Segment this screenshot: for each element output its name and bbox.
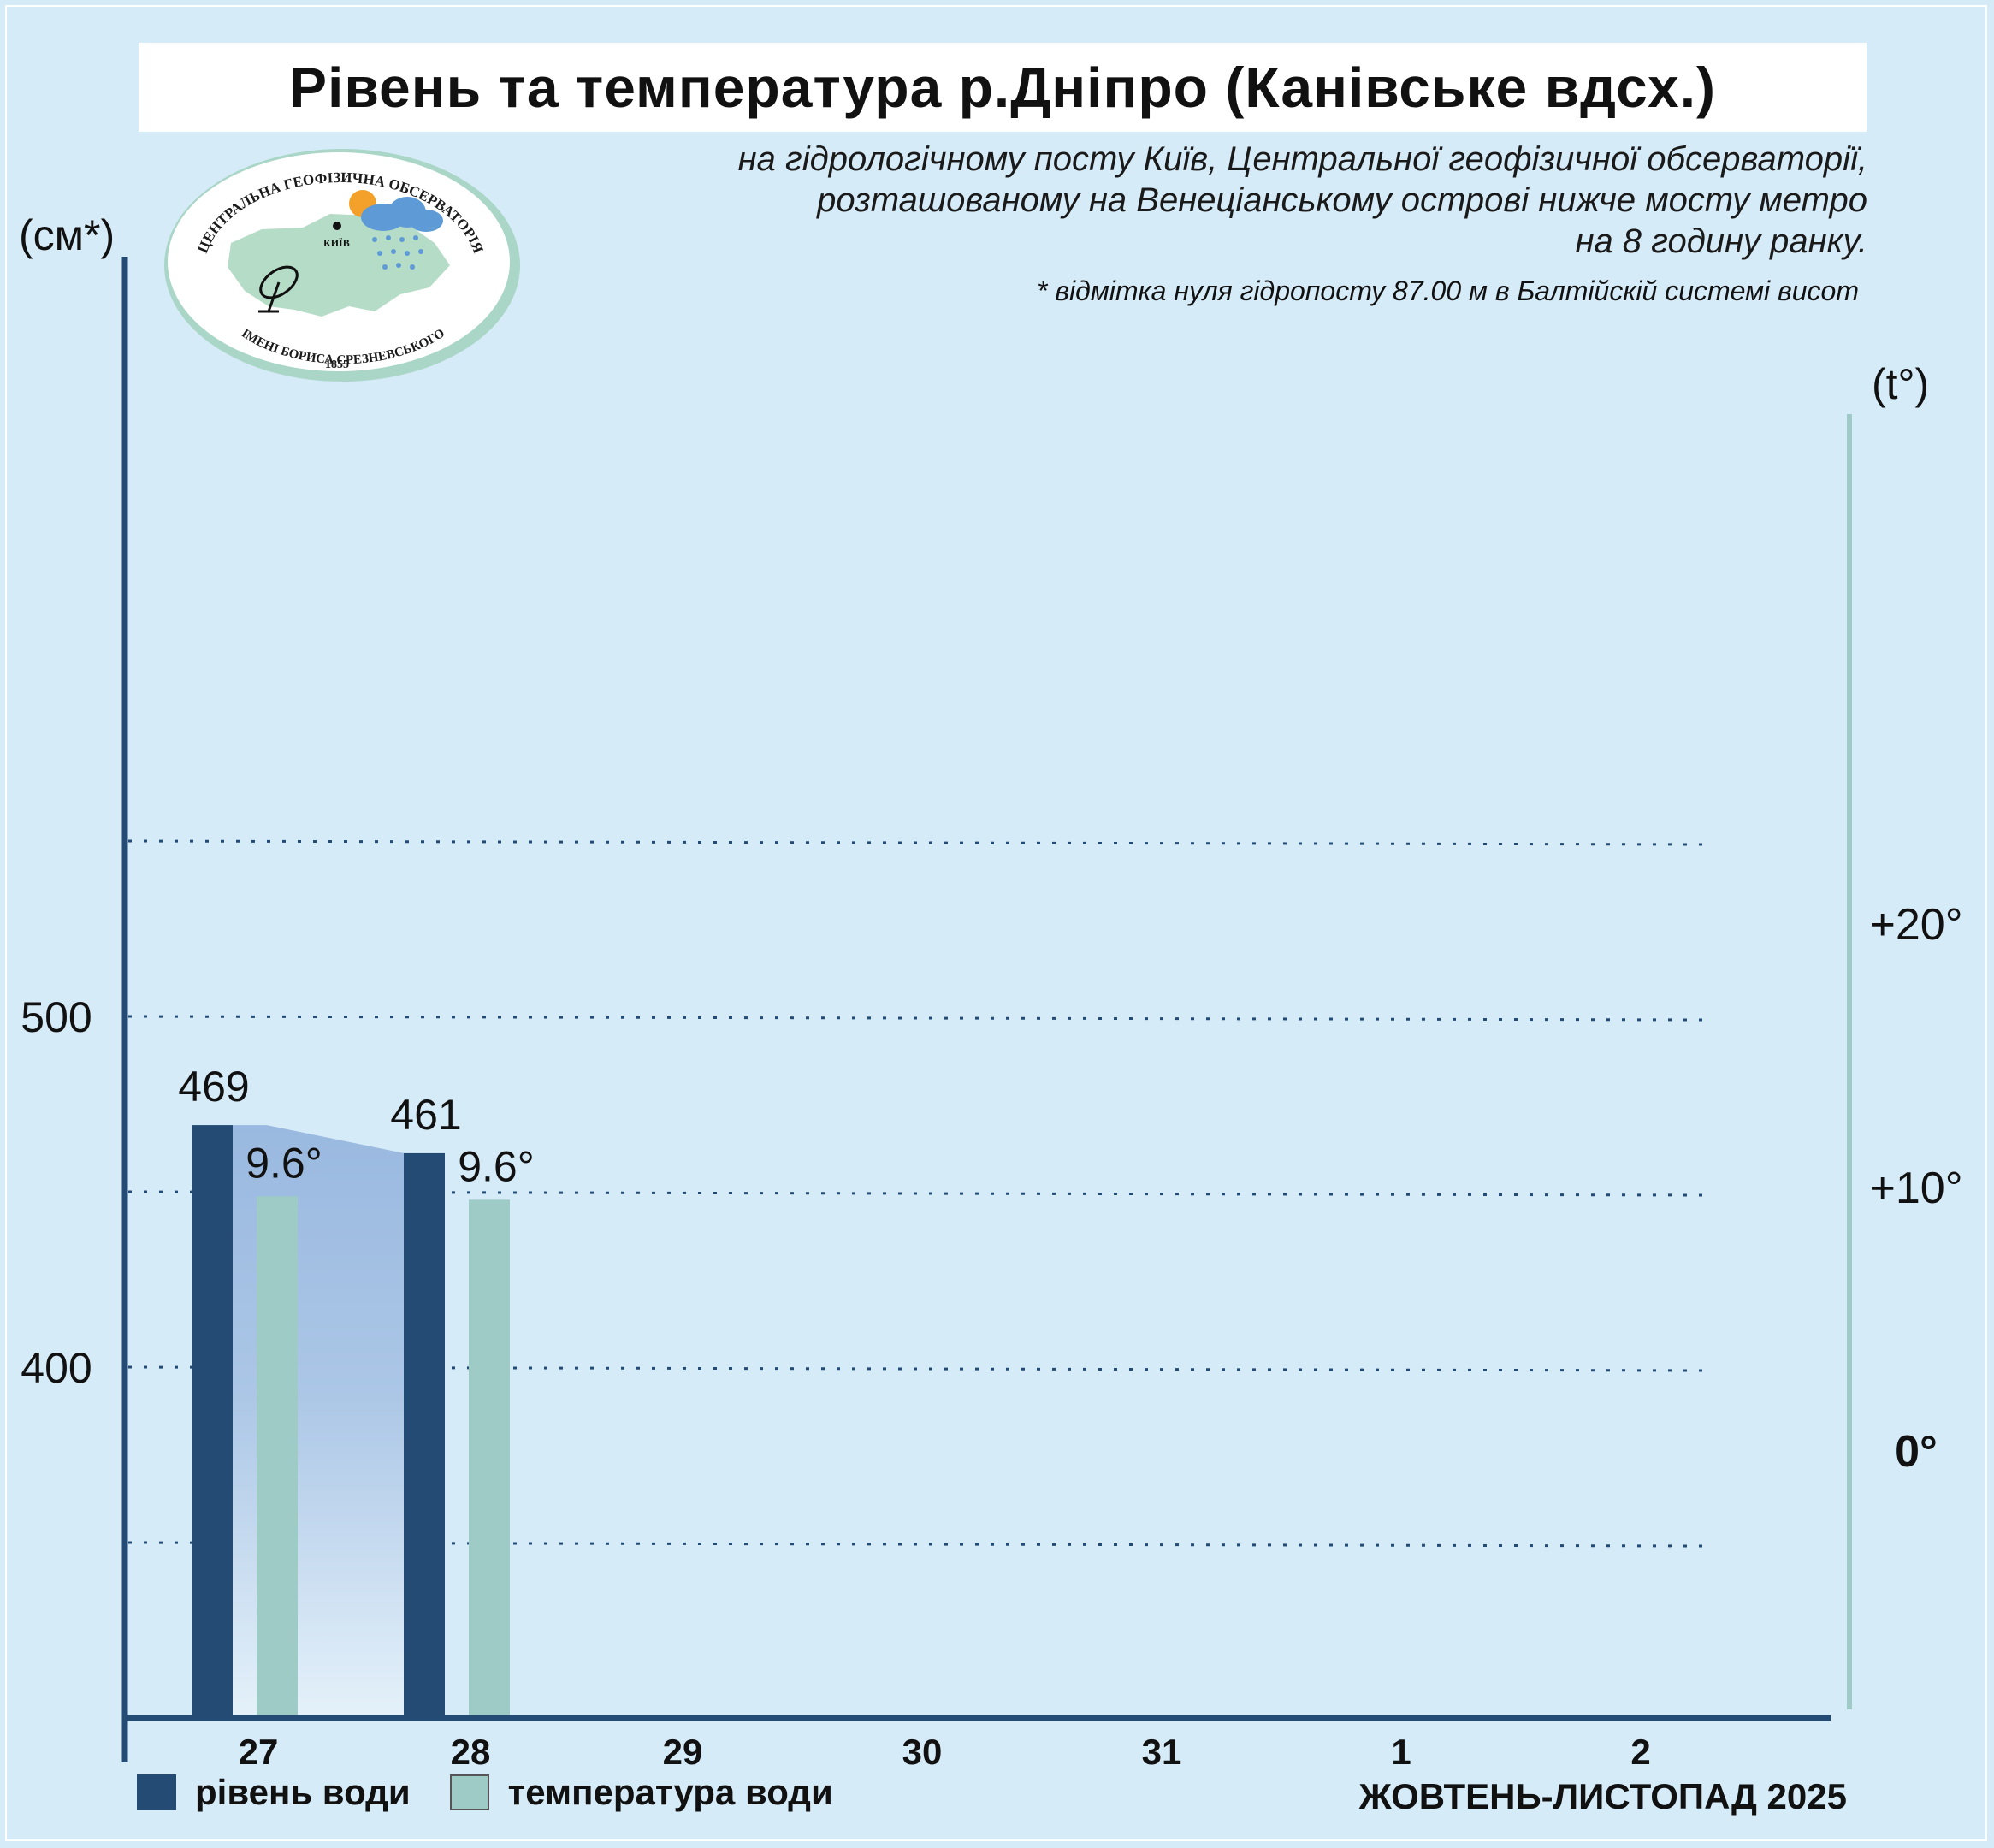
x-tick-27: 27 xyxy=(239,1732,279,1772)
x-tick-1: 1 xyxy=(1391,1732,1411,1772)
x-tick-29: 29 xyxy=(663,1732,703,1772)
right-tick-10: +10° xyxy=(1869,1164,1962,1213)
right-axis-unit: (t°) xyxy=(1872,360,1930,408)
level-label-27: 469 xyxy=(178,1063,249,1111)
gridline-500 xyxy=(127,1015,1703,1022)
temperature-label-28: 9.6° xyxy=(458,1142,535,1190)
subtitle-line-1: на гідрологічному посту Київ, Центрально… xyxy=(737,140,1867,178)
temperature-bar-28 xyxy=(469,1199,510,1716)
legend-label-level: рівень води xyxy=(195,1772,411,1812)
subtitle-line-2: розташованому на Венеціанському острові … xyxy=(817,181,1867,219)
period-label: ЖОВТЕНЬ-ЛИСТОПАД 2025 xyxy=(1358,1776,1847,1816)
kyiv-dot xyxy=(333,222,341,230)
left-axis-unit: (см*) xyxy=(19,211,115,259)
logo-year: 1855 xyxy=(325,358,349,371)
ukraine-map-icon xyxy=(228,214,450,317)
level-bar-28 xyxy=(404,1152,445,1716)
level-label-28: 461 xyxy=(390,1091,461,1139)
x-tick-31: 31 xyxy=(1142,1732,1182,1772)
legend-label-temperature: температура води xyxy=(507,1772,833,1812)
chart-subtitle: на гідрологічному посту Київ, Центрально… xyxy=(738,139,1867,262)
temperature-bar-27 xyxy=(257,1196,298,1716)
observatory-logo: ЦЕНТРАЛЬНА ГЕОФІЗИЧНА ОБСЕРВАТОРІЯ ІМЕНІ… xyxy=(164,149,520,382)
right-axis-ticks: 0° +10° +20° xyxy=(1869,900,1962,1477)
subtitle-line-3: на 8 годину ранку. xyxy=(1575,222,1867,260)
gridline-550 xyxy=(127,839,1703,846)
rain-cloud-icon xyxy=(361,197,443,270)
left-tick-500: 500 xyxy=(21,993,92,1041)
right-tick-0: 0° xyxy=(1895,1427,1938,1477)
page-border xyxy=(5,5,1987,1841)
x-tick-2: 2 xyxy=(1630,1732,1650,1772)
logo-city: КИЇВ xyxy=(323,237,350,249)
chart-title: Рівень та температура р.Дніпро (Канівськ… xyxy=(288,56,1717,119)
title-box: Рівень та температура р.Дніпро (Канівськ… xyxy=(139,43,1867,132)
legend: рівень води температура води xyxy=(137,1772,873,1812)
legend-swatch-temperature xyxy=(449,1774,489,1810)
footnote: * відмітка нуля гідропосту 87.00 м в Бал… xyxy=(1037,275,1859,306)
x-axis-ticks: 27 28 29 30 31 1 2 xyxy=(239,1732,1651,1772)
right-tick-20: +20° xyxy=(1869,900,1962,950)
x-tick-30: 30 xyxy=(902,1732,943,1772)
temperature-label-27: 9.6° xyxy=(246,1139,322,1187)
x-tick-28: 28 xyxy=(451,1732,491,1772)
level-bar-27 xyxy=(192,1125,233,1716)
left-tick-400: 400 xyxy=(21,1344,92,1392)
left-axis-ticks: 400 500 xyxy=(21,993,92,1392)
satellite-dish-icon xyxy=(258,265,299,313)
bars-layer xyxy=(192,1125,510,1716)
legend-swatch-level xyxy=(137,1774,176,1810)
